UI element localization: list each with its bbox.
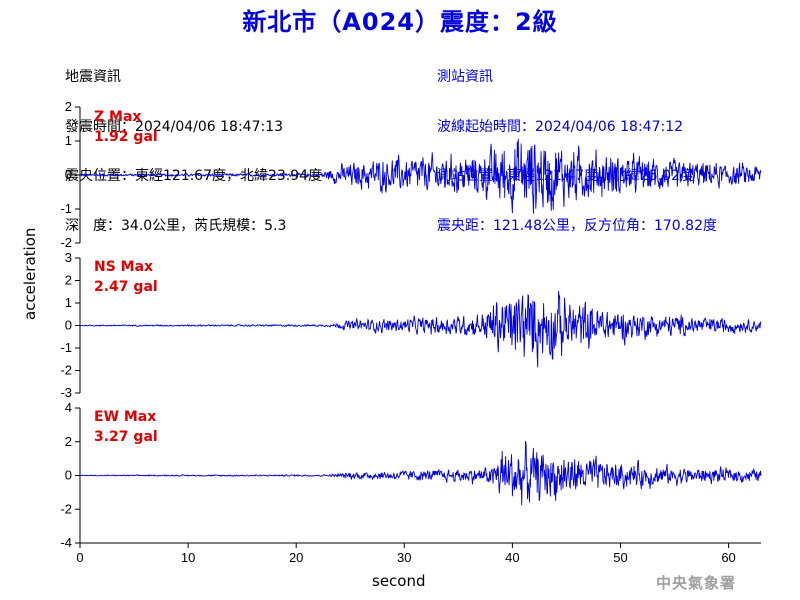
z-y-tick-label: 1	[65, 133, 72, 148]
z-y-tick-label: -1	[60, 201, 72, 216]
y-axis-label: acceleration	[21, 227, 39, 320]
agency-watermark: 中央氣象署	[656, 574, 737, 592]
x-tick-label: 0	[76, 550, 83, 565]
origin-time: 發震時間：2024/04/06 18:47:13	[65, 118, 284, 135]
ew-max-title: EW Max	[94, 409, 157, 425]
ew-waveform	[79, 440, 762, 506]
event-info-heading: 地震資訊	[65, 69, 121, 85]
x-axis-label: second	[372, 572, 426, 590]
z-max-label: Z Max 1.92 gal	[94, 107, 158, 147]
station-info-heading: 測站資訊	[437, 69, 493, 85]
ew-y-tick-label: -4	[60, 535, 72, 550]
epicenter: 震央位置：東經121.67度，北緯23.94度	[65, 168, 323, 184]
z-max-value: 1.92 gal	[94, 129, 158, 145]
z-max-title: Z Max	[94, 109, 142, 125]
x-tick-label: 30	[397, 550, 411, 565]
z-y-tick-label: 0	[65, 167, 72, 182]
event-info: 地震資訊 發震時間：2024/04/06 18:47:13 震央位置：東經121…	[65, 36, 322, 251]
ns-y-tick-label: -3	[60, 385, 72, 400]
ns-y-tick-label: 1	[65, 295, 72, 310]
x-tick-label: 60	[721, 550, 735, 565]
ew-y-tick-label: 4	[65, 400, 72, 415]
x-tick-label: 10	[181, 550, 195, 565]
depth-magnitude: 深 度：34.0公里，芮氏規模：5.3	[65, 217, 287, 234]
ew-y-tick-label: -2	[60, 501, 72, 516]
start-time: 波線起始時間：2024/04/06 18:47:12	[437, 118, 684, 135]
ew-y-tick-label: 0	[65, 468, 72, 483]
ew-max-label: EW Max 3.27 gal	[94, 407, 158, 447]
ns-max-title: NS Max	[94, 259, 154, 275]
ns-y-tick-label: -1	[60, 340, 72, 355]
ns-waveform	[80, 290, 762, 368]
ns-y-tick-label: 2	[65, 273, 72, 288]
ew-y-tick-label: 2	[65, 434, 72, 449]
x-tick-label: 40	[505, 550, 519, 565]
distance-azimuth: 震央距：121.48公里，反方位角：170.82度	[437, 217, 717, 234]
ns-y-tick-label: 0	[65, 318, 72, 333]
z-waveform	[79, 138, 762, 214]
ew-max-value: 3.27 gal	[94, 429, 158, 445]
z-y-tick-label: -2	[60, 235, 72, 250]
ns-max-label: NS Max 2.47 gal	[94, 257, 158, 297]
ns-y-tick-label: -2	[60, 363, 72, 378]
z-y-tick-label: 2	[65, 99, 72, 114]
page-title: 新北市（A024）震度：2級	[242, 8, 558, 36]
ns-y-tick-label: 3	[65, 250, 72, 265]
ns-max-value: 2.47 gal	[94, 279, 158, 295]
x-tick-label: 50	[613, 550, 627, 565]
x-tick-label: 20	[289, 550, 303, 565]
